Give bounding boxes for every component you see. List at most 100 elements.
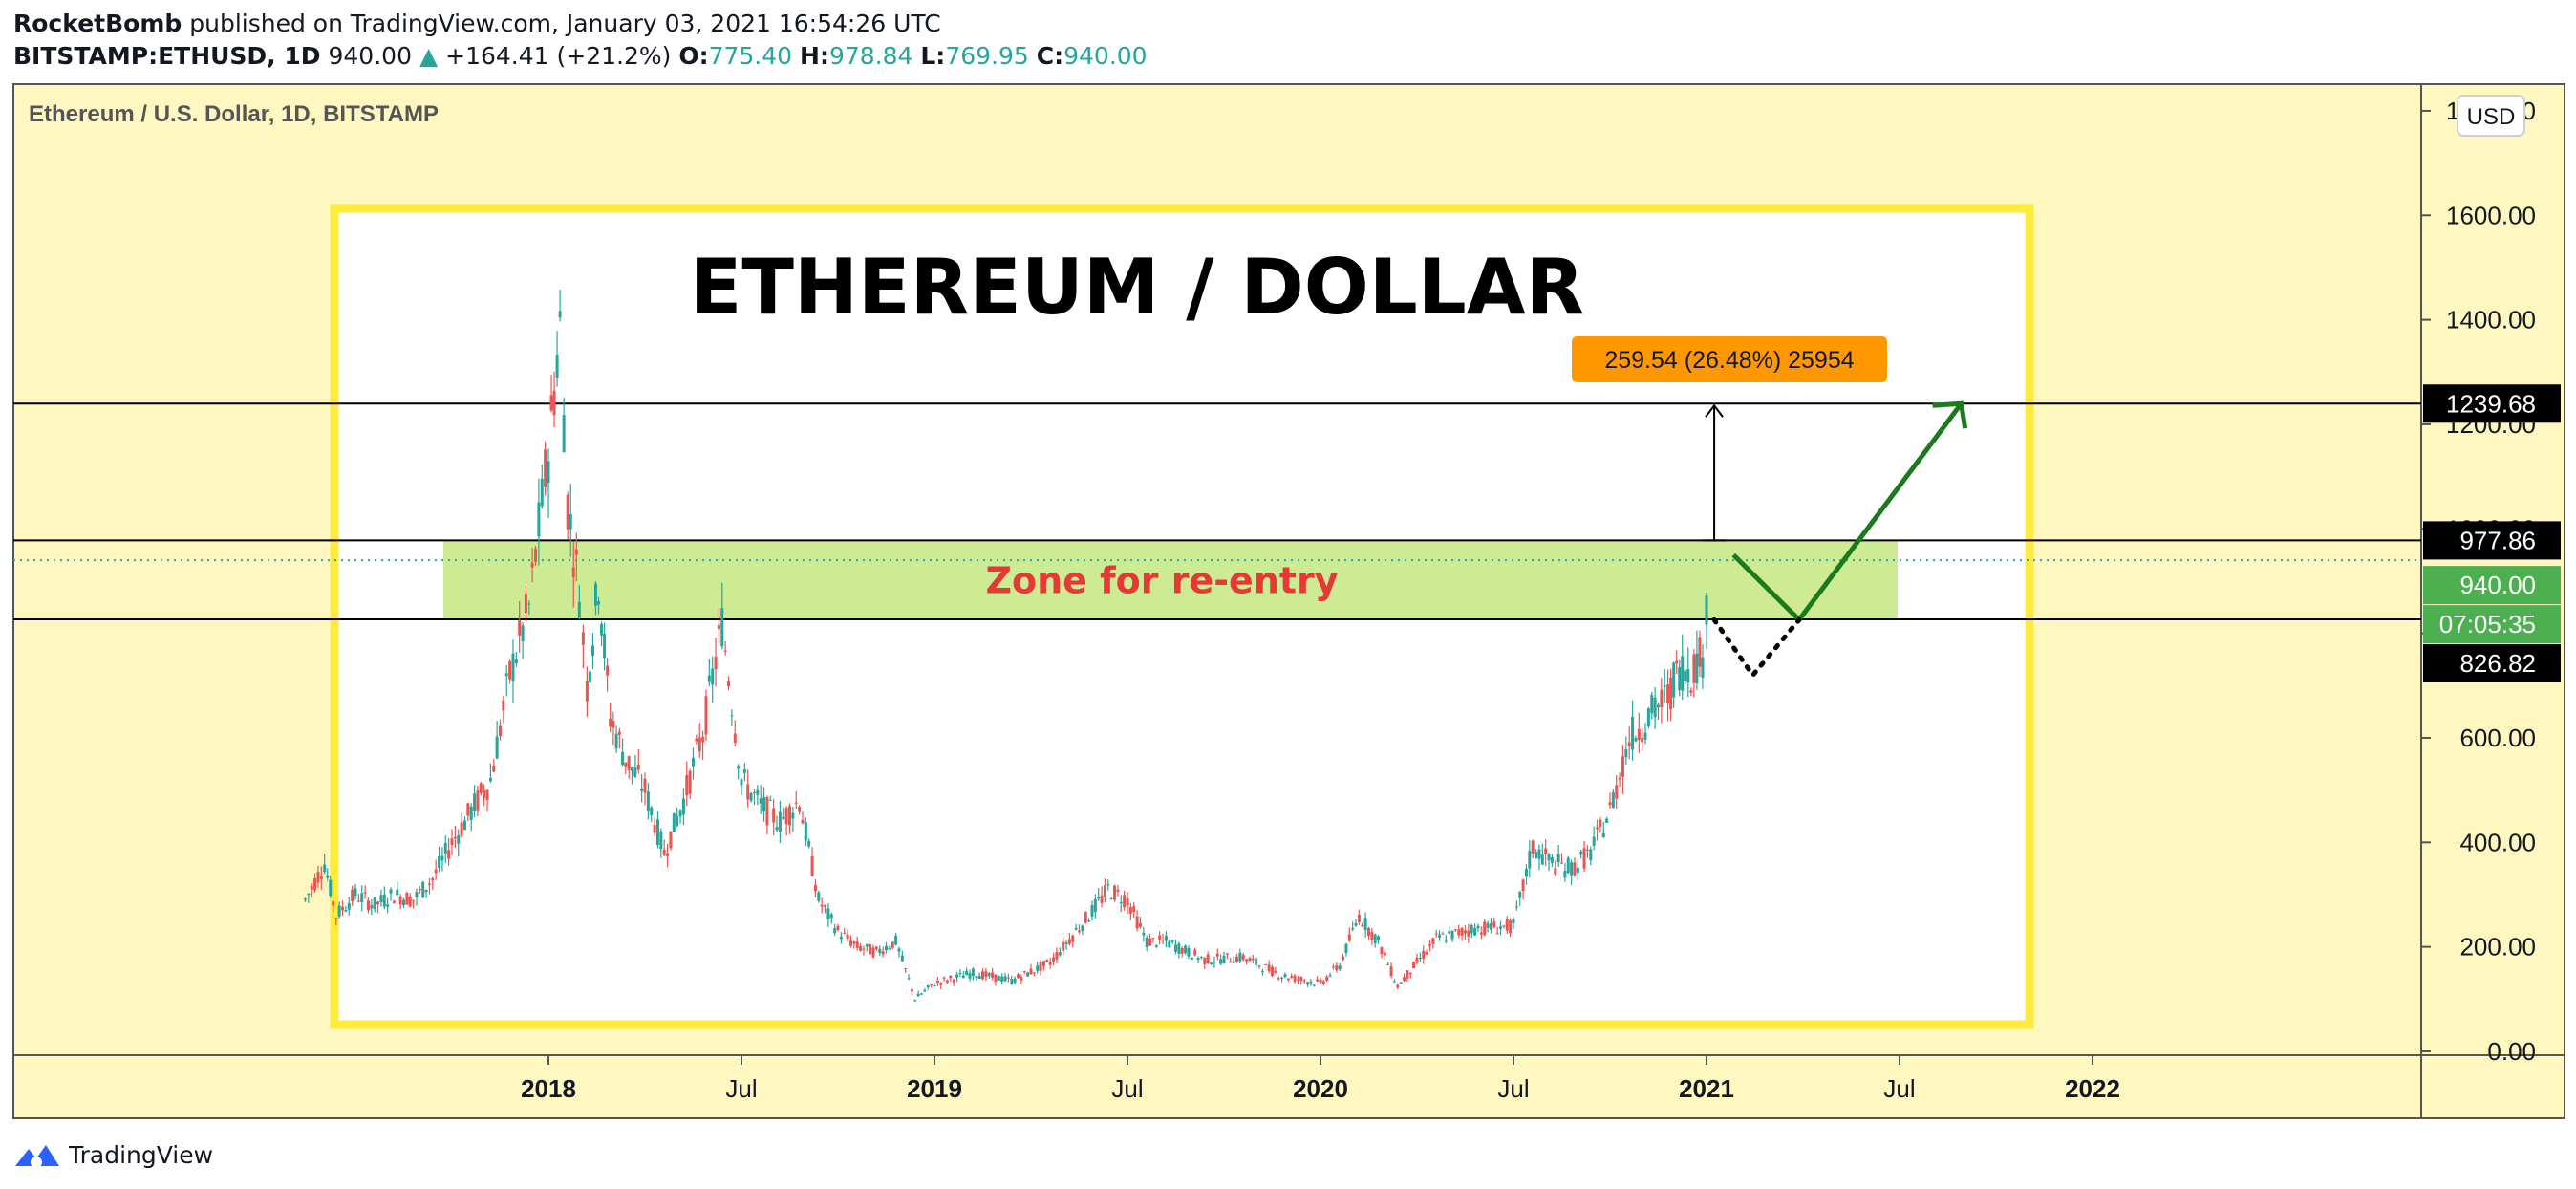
candle-body — [1579, 851, 1583, 854]
candle-body — [1142, 932, 1146, 936]
candle-body — [633, 767, 637, 777]
candle-body — [1547, 854, 1551, 861]
candle-body — [476, 790, 480, 811]
candle-body — [765, 797, 769, 826]
candle-body — [1113, 885, 1117, 900]
candle-body — [382, 894, 386, 907]
candle-body — [537, 502, 541, 537]
candle-body — [981, 971, 984, 980]
candle-body — [1479, 932, 1483, 935]
candle-body — [1271, 966, 1274, 976]
candle-body — [975, 976, 978, 978]
candle-body — [1199, 956, 1203, 958]
candle-body — [1686, 669, 1690, 683]
candle-body — [958, 972, 962, 974]
candle-body — [942, 977, 946, 979]
candle-body — [1248, 958, 1252, 962]
candle-body — [749, 792, 753, 801]
candle-body — [603, 634, 607, 659]
candle-body — [1560, 862, 1563, 864]
candle-body — [1045, 960, 1049, 962]
candle-body — [1245, 959, 1249, 962]
candle-body — [1554, 868, 1557, 875]
candle-body — [678, 810, 682, 817]
candle-body — [1408, 972, 1412, 975]
candle-body — [1257, 965, 1261, 967]
candle-body — [303, 898, 307, 900]
candle-body — [907, 978, 911, 980]
candle-body — [1601, 832, 1605, 838]
open-value: 775.40 — [708, 42, 793, 70]
currency-button[interactable] — [2457, 95, 2525, 137]
candle-body — [1132, 905, 1136, 913]
candle-body — [1064, 942, 1068, 944]
candle-body — [672, 812, 676, 832]
candle-body — [332, 901, 335, 906]
candle-body — [742, 769, 746, 773]
candle-body — [1701, 657, 1705, 679]
footer[interactable]: TradingView — [13, 1139, 213, 1170]
candle-body — [1627, 742, 1631, 746]
candle-body — [363, 892, 367, 894]
candle-body — [900, 955, 904, 962]
y-tick-label: 200.00 — [2459, 933, 2536, 962]
candle-body — [1234, 957, 1238, 962]
candle-body — [1540, 854, 1544, 865]
close-value: 940.00 — [1063, 42, 1148, 70]
candle-body — [310, 885, 313, 890]
author-name[interactable]: RocketBomb — [13, 10, 182, 37]
candle-body — [717, 624, 720, 630]
candle-body — [421, 881, 425, 898]
candle-body — [627, 756, 631, 770]
candle-body — [1296, 979, 1299, 981]
candle-body — [1486, 923, 1490, 928]
candle-body — [585, 681, 589, 702]
candle-body — [935, 980, 939, 984]
candle-body — [836, 925, 840, 931]
candle-body — [323, 864, 327, 873]
x-tick-label: Jul — [1497, 1074, 1529, 1103]
candle-body — [1067, 939, 1071, 944]
candle-body — [440, 855, 444, 861]
candle-body — [453, 836, 457, 839]
candle-body — [1100, 895, 1104, 903]
candle-body — [1367, 927, 1370, 936]
candle-body — [1010, 979, 1014, 984]
open-label: O: — [678, 42, 709, 70]
time-axis[interactable] — [12, 1054, 2422, 1119]
candle-body — [614, 733, 618, 749]
candle-body — [483, 790, 486, 798]
candle-body — [1277, 978, 1280, 980]
candle-body — [855, 941, 859, 948]
x-tick-label: 2022 — [2065, 1074, 2120, 1103]
reentry-zone[interactable]: Zone for re-entry — [13, 402, 2421, 620]
candle-body — [1119, 902, 1123, 904]
annotations[interactable]: 259.54 (26.48%) 25954 — [1572, 336, 1968, 680]
candle-body — [376, 901, 380, 905]
candle-body — [1666, 684, 1670, 704]
candle-body — [1003, 976, 1007, 982]
candle-body — [1260, 971, 1264, 973]
candle-body — [891, 941, 894, 948]
countdown-label-bg — [2423, 605, 2561, 644]
candle-body — [1267, 964, 1271, 972]
candle-body — [566, 494, 569, 530]
symbol-label[interactable]: BITSTAMP:ETHUSD, 1D — [13, 42, 321, 70]
candle-body — [1017, 974, 1020, 979]
candle-body — [1145, 938, 1148, 947]
candle-body — [1062, 941, 1065, 951]
chart-header: RocketBomb published on TradingView.com,… — [13, 8, 2555, 73]
candle-body — [1453, 929, 1457, 931]
candle-body — [920, 993, 924, 995]
candle-body — [1403, 977, 1406, 981]
candle-body — [431, 877, 435, 881]
x-tick-label: 2020 — [1293, 1074, 1348, 1103]
candle-body — [1399, 982, 1403, 984]
candle-body — [852, 941, 856, 944]
high-label: H: — [800, 42, 829, 70]
candle-body — [1331, 966, 1335, 968]
candle-body — [1657, 704, 1660, 708]
candle-body — [1232, 961, 1235, 963]
candle-body — [1425, 952, 1428, 955]
